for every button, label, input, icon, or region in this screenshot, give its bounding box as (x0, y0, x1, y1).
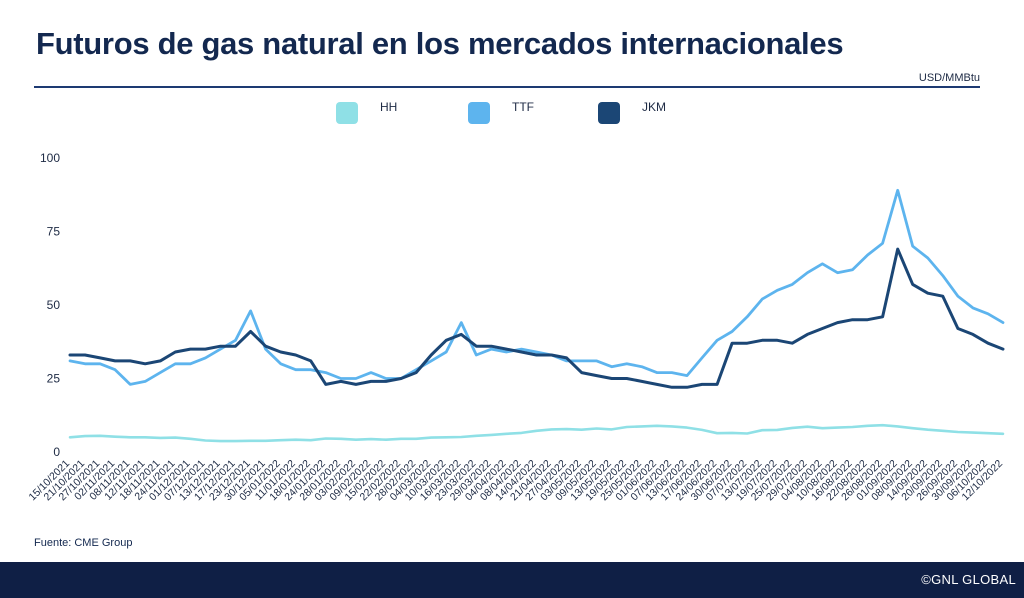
y-tick-label: 100 (40, 151, 60, 165)
y-tick-label: 25 (47, 372, 61, 386)
line-chart: 025507510015/10/202121/10/202127/10/2021… (26, 151, 1005, 503)
y-tick-label: 0 (53, 445, 60, 459)
legend-label-jkm: JKM (642, 100, 666, 114)
legend-swatch-hh (336, 102, 358, 124)
legend-swatch-ttf (468, 102, 490, 124)
series-line-hh (68, 423, 1005, 443)
y-tick-label: 75 (47, 225, 61, 239)
legend-item-jkm: JKM (598, 100, 666, 124)
legend-item-hh: HH (336, 100, 397, 124)
y-tick-label: 50 (47, 298, 61, 312)
legend-label-ttf: TTF (512, 100, 534, 114)
title-divider (34, 86, 980, 88)
footer-bar: ©GNL GLOBAL (0, 562, 1024, 598)
legend-swatch-jkm (598, 102, 620, 124)
copyright-text: ©GNL GLOBAL (921, 572, 1016, 587)
chart-title: Futuros de gas natural en los mercados i… (36, 26, 844, 61)
legend-item-ttf: TTF (468, 100, 534, 124)
unit-label: USD/MMBtu (918, 72, 980, 84)
legend-label-hh: HH (380, 100, 398, 114)
series-line-jkm (68, 247, 1005, 389)
source-note: Fuente: CME Group (34, 537, 133, 549)
chart-legend: HH TTF JKM (0, 100, 1024, 130)
